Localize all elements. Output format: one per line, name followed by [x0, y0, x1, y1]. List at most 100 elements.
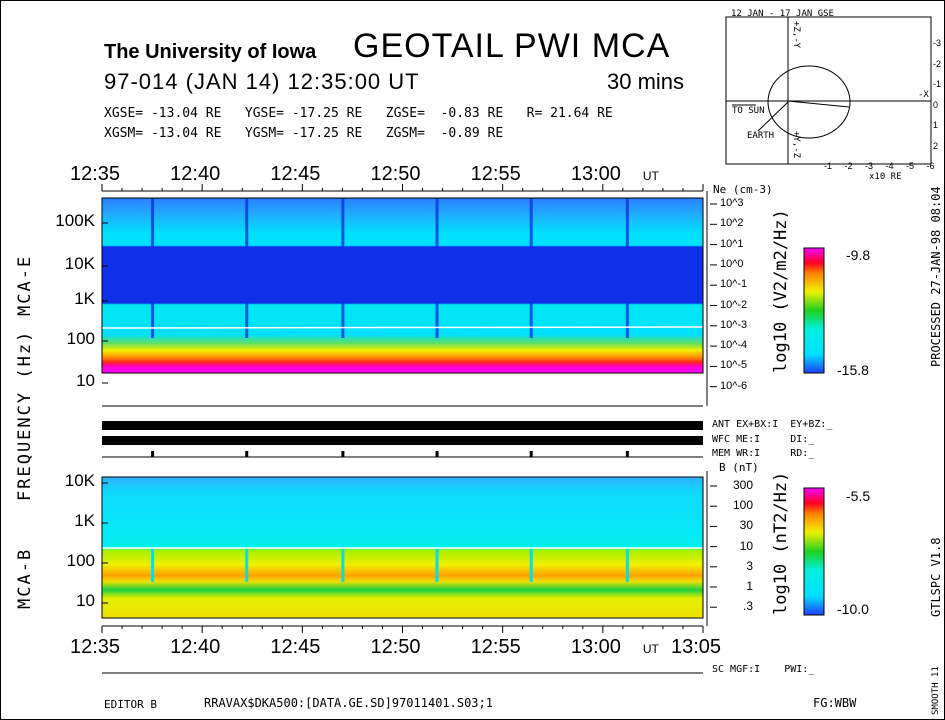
bottom-time-label: 12:55 — [470, 636, 521, 658]
b-colorbar-min: -10.0 — [837, 601, 869, 617]
mem-status: MEM WR:I RD:_ — [712, 448, 815, 459]
orbit-x-label: x10 RE — [869, 172, 902, 182]
version-label: GTLSPC V1.8 — [929, 537, 943, 617]
ant-status-bar — [102, 421, 703, 430]
mca-e-spike — [625, 198, 629, 338]
mca-e-spectrogram — [102, 198, 703, 373]
e-colorbar-label: log10 (V2/m2/Hz) — [771, 209, 791, 373]
mca-b-freq-label: 10K — [64, 471, 95, 490]
mem-status-tick — [625, 451, 629, 457]
orbit-diagram — [725, 16, 932, 165]
orbit-x-tick: -6 — [926, 161, 935, 171]
orbit-y-tick: -2 — [933, 58, 942, 69]
b-colorbar-max: -5.5 — [846, 488, 871, 504]
top-time-unit: UT — [642, 169, 659, 183]
ne-axis-label: 10^1 — [720, 237, 744, 250]
editor: EDITOR B — [104, 698, 157, 711]
to-sun-label: TO SUN — [732, 106, 765, 116]
ne-axis-label: 10^-2 — [720, 298, 748, 311]
e-colorbar — [803, 247, 825, 374]
top-time-label: 12:55 — [470, 163, 521, 185]
mem-status-tick — [151, 451, 155, 457]
smooth-label: SMOOTH 11 — [931, 666, 941, 715]
date-line: 97-014 (JAN 14) 12:35:00 UT — [104, 69, 420, 94]
top-time-label: 12:35 — [70, 163, 121, 185]
e-colorbar-min: -15.8 — [837, 362, 869, 378]
mca-b-freq-label: 1K — [74, 511, 95, 530]
duration: 30 mins — [607, 69, 685, 94]
bottom-time-label: 12:45 — [270, 636, 321, 658]
b-axis-label: 300 — [732, 478, 753, 492]
mca-b-freq-label: 10 — [76, 591, 95, 610]
bottom-time-label: 13:05 — [671, 636, 722, 658]
ne-axis-label: 10^3 — [720, 197, 744, 209]
ne-axis-title: Ne (cm-3) — [713, 183, 773, 196]
mem-status-tick — [529, 451, 533, 457]
frequency-axis-label: FREQUENCY (Hz) — [15, 329, 35, 501]
mca-e-spike — [341, 198, 345, 338]
fg-label: FG:WBW — [813, 696, 857, 710]
b-axis-label: .3 — [742, 599, 753, 614]
mca-e-freq-label: 10K — [64, 254, 95, 273]
mca-b-frame — [101, 476, 704, 619]
mca-e-freq-label: 10 — [76, 371, 95, 390]
mca-b-spike — [529, 547, 533, 582]
mca-e-frame — [101, 197, 704, 374]
orbit-x-tick: -4 — [885, 161, 894, 171]
bottom-time-label: 12:35 — [70, 636, 121, 658]
mca-e-spike — [151, 198, 155, 338]
orbit-y-tick: 2 — [933, 140, 939, 151]
ne-axis-label: 10^-3 — [720, 318, 748, 331]
mca-b-label: MCA-B — [15, 547, 35, 609]
bottom-time-unit: UT — [642, 642, 659, 656]
b-axis-title: B (nT) — [719, 461, 759, 474]
b-colorbar — [803, 487, 825, 616]
bottom-time-label: 13:00 — [570, 636, 621, 658]
mca-e-spike — [245, 198, 249, 338]
b-axis-label: 1 — [746, 579, 753, 593]
ne-axis-label: 10^0 — [720, 257, 744, 270]
b-axis-label: 3 — [746, 558, 753, 573]
sc-status: SC MGF:I PWI:_ — [712, 664, 815, 675]
mca-b-spike — [625, 547, 629, 582]
ant-status: ANT EX+BX:I EY+BZ:_ — [712, 419, 833, 430]
bottom-time-label: 12:40 — [170, 636, 221, 658]
mca-e-label: MCA-E — [15, 254, 35, 316]
mca-b-freq-label: 100 — [66, 551, 95, 570]
top-time-label: 12:45 — [270, 163, 321, 185]
earth-label: EARTH — [747, 131, 775, 141]
gse-coordinates: XGSE= -13.04 RE YGSE= -17.25 RE ZGSE= -0… — [104, 106, 613, 121]
ne-axis-label: 10^2 — [720, 217, 744, 230]
ne-axis-label: 10^-4 — [720, 339, 748, 352]
mca-e-freq-label: 1K — [74, 289, 95, 308]
ne-axis-label: 10^-1 — [720, 278, 748, 291]
mca-e-white-trace — [101, 326, 704, 329]
b-colorbar-label: log10 (nT2/Hz) — [771, 471, 791, 615]
wfc-status: WFC ME:I DI:_ — [712, 434, 815, 445]
orbit-y-tick: -3 — [933, 38, 942, 48]
b-axis-label: 30 — [739, 518, 753, 533]
processed-label: PROCESSED 27-JAN-98 08:04 — [929, 186, 943, 367]
orbit-y-tick: 0 — [933, 99, 939, 110]
top-time-label: 12:40 — [170, 163, 221, 185]
institution: The University of Iowa — [104, 41, 317, 63]
mca-e-spike — [435, 198, 439, 338]
mem-status-tick — [435, 451, 439, 457]
orbit-x-tick: -3 — [865, 161, 874, 171]
orbit-x-tick: -5 — [906, 161, 915, 171]
top-time-label: 12:50 — [370, 163, 421, 185]
mca-e-spike — [529, 198, 533, 338]
orbit-x-tick: -1 — [824, 161, 833, 171]
mca-e-freq-label: 100 — [66, 329, 95, 348]
mca-e-freq-label: 100K — [55, 211, 95, 230]
orbit-title: 12 JAN - 17 JAN GSE — [731, 9, 834, 19]
ne-axis-label: 10^-6 — [720, 379, 748, 392]
top-time-label: 13:00 — [570, 163, 621, 185]
orbit-y-tick: -1 — [933, 79, 942, 89]
wfc-status-bar — [102, 436, 703, 445]
mem-status-tick — [341, 451, 345, 457]
mem-status-tick — [245, 451, 249, 457]
orbit-axis-right: -X — [918, 90, 929, 100]
bottom-time-label: 12:50 — [370, 636, 421, 658]
